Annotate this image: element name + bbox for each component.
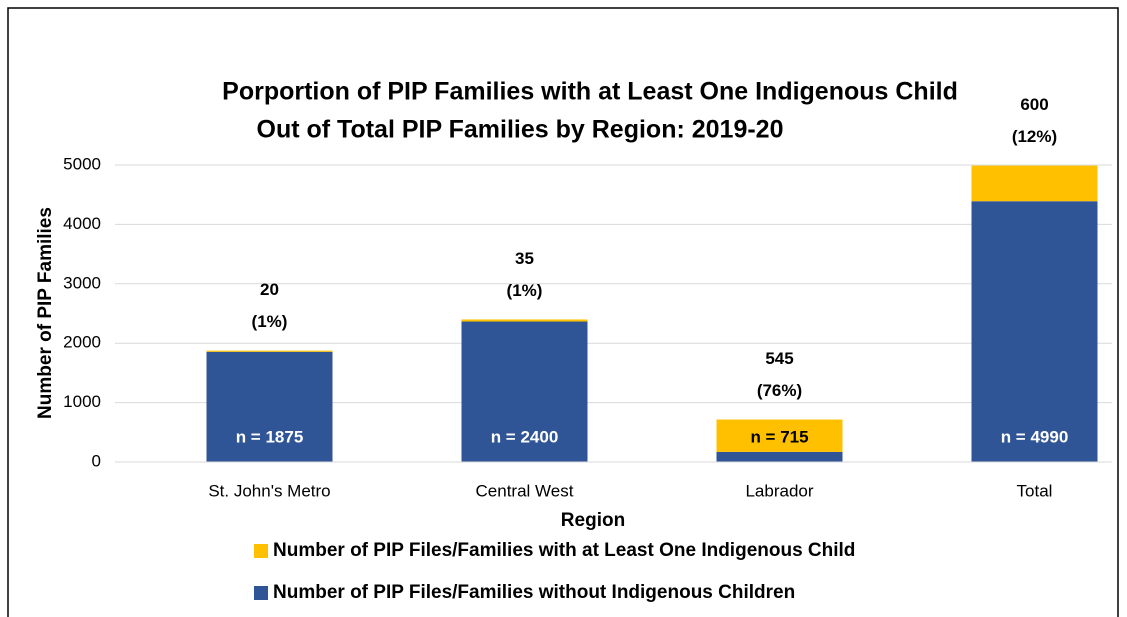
bar-segment: [716, 451, 843, 462]
chart-frame: [7, 7, 1119, 617]
legend-swatch: [254, 544, 268, 558]
bar-segment: [716, 419, 843, 452]
x-axis-label: Region: [561, 510, 625, 531]
bar-segment: [461, 319, 588, 322]
data-label: 20: [260, 280, 279, 299]
x-tick-label: Total: [1017, 481, 1053, 500]
data-label: 35: [515, 249, 534, 268]
legend-label: Number of PIP Files/Families without Ind…: [273, 582, 795, 603]
total-label: n = 4990: [1001, 427, 1069, 446]
data-label: 600: [1020, 95, 1048, 114]
total-label: n = 715: [750, 427, 808, 446]
legend-label: Number of PIP Files/Families with at Lea…: [273, 540, 855, 561]
total-label: n = 2400: [491, 427, 559, 446]
bar-segment: [971, 201, 1098, 462]
bar-segment: [461, 321, 588, 462]
y-axis-label: Number of PIP Families: [35, 207, 56, 419]
chart-title: Porportion of PIP Families with at Least…: [222, 78, 958, 106]
bar-segment: [206, 351, 333, 462]
y-tick-label: 1000: [63, 392, 101, 411]
bar-segment: [206, 350, 333, 352]
data-label: (1%): [507, 281, 543, 300]
y-tick-label: 3000: [63, 273, 101, 292]
total-label: n = 1875: [236, 427, 304, 446]
x-tick-label: St. John's Metro: [208, 481, 330, 500]
bar-segment: [971, 165, 1098, 202]
data-label: (1%): [252, 312, 288, 331]
data-label: 545: [765, 349, 793, 368]
y-tick-label: 2000: [63, 333, 101, 352]
y-tick-label: 5000: [63, 154, 101, 173]
data-label: (12%): [1012, 127, 1057, 146]
data-label: (76%): [757, 381, 802, 400]
x-tick-label: Central West: [476, 481, 574, 500]
y-tick-label: 0: [92, 451, 101, 470]
legend-swatch: [254, 586, 268, 600]
x-tick-label: Labrador: [745, 481, 813, 500]
y-tick-label: 4000: [63, 214, 101, 233]
chart-title: Out of Total PIP Families by Region: 201…: [257, 116, 784, 144]
